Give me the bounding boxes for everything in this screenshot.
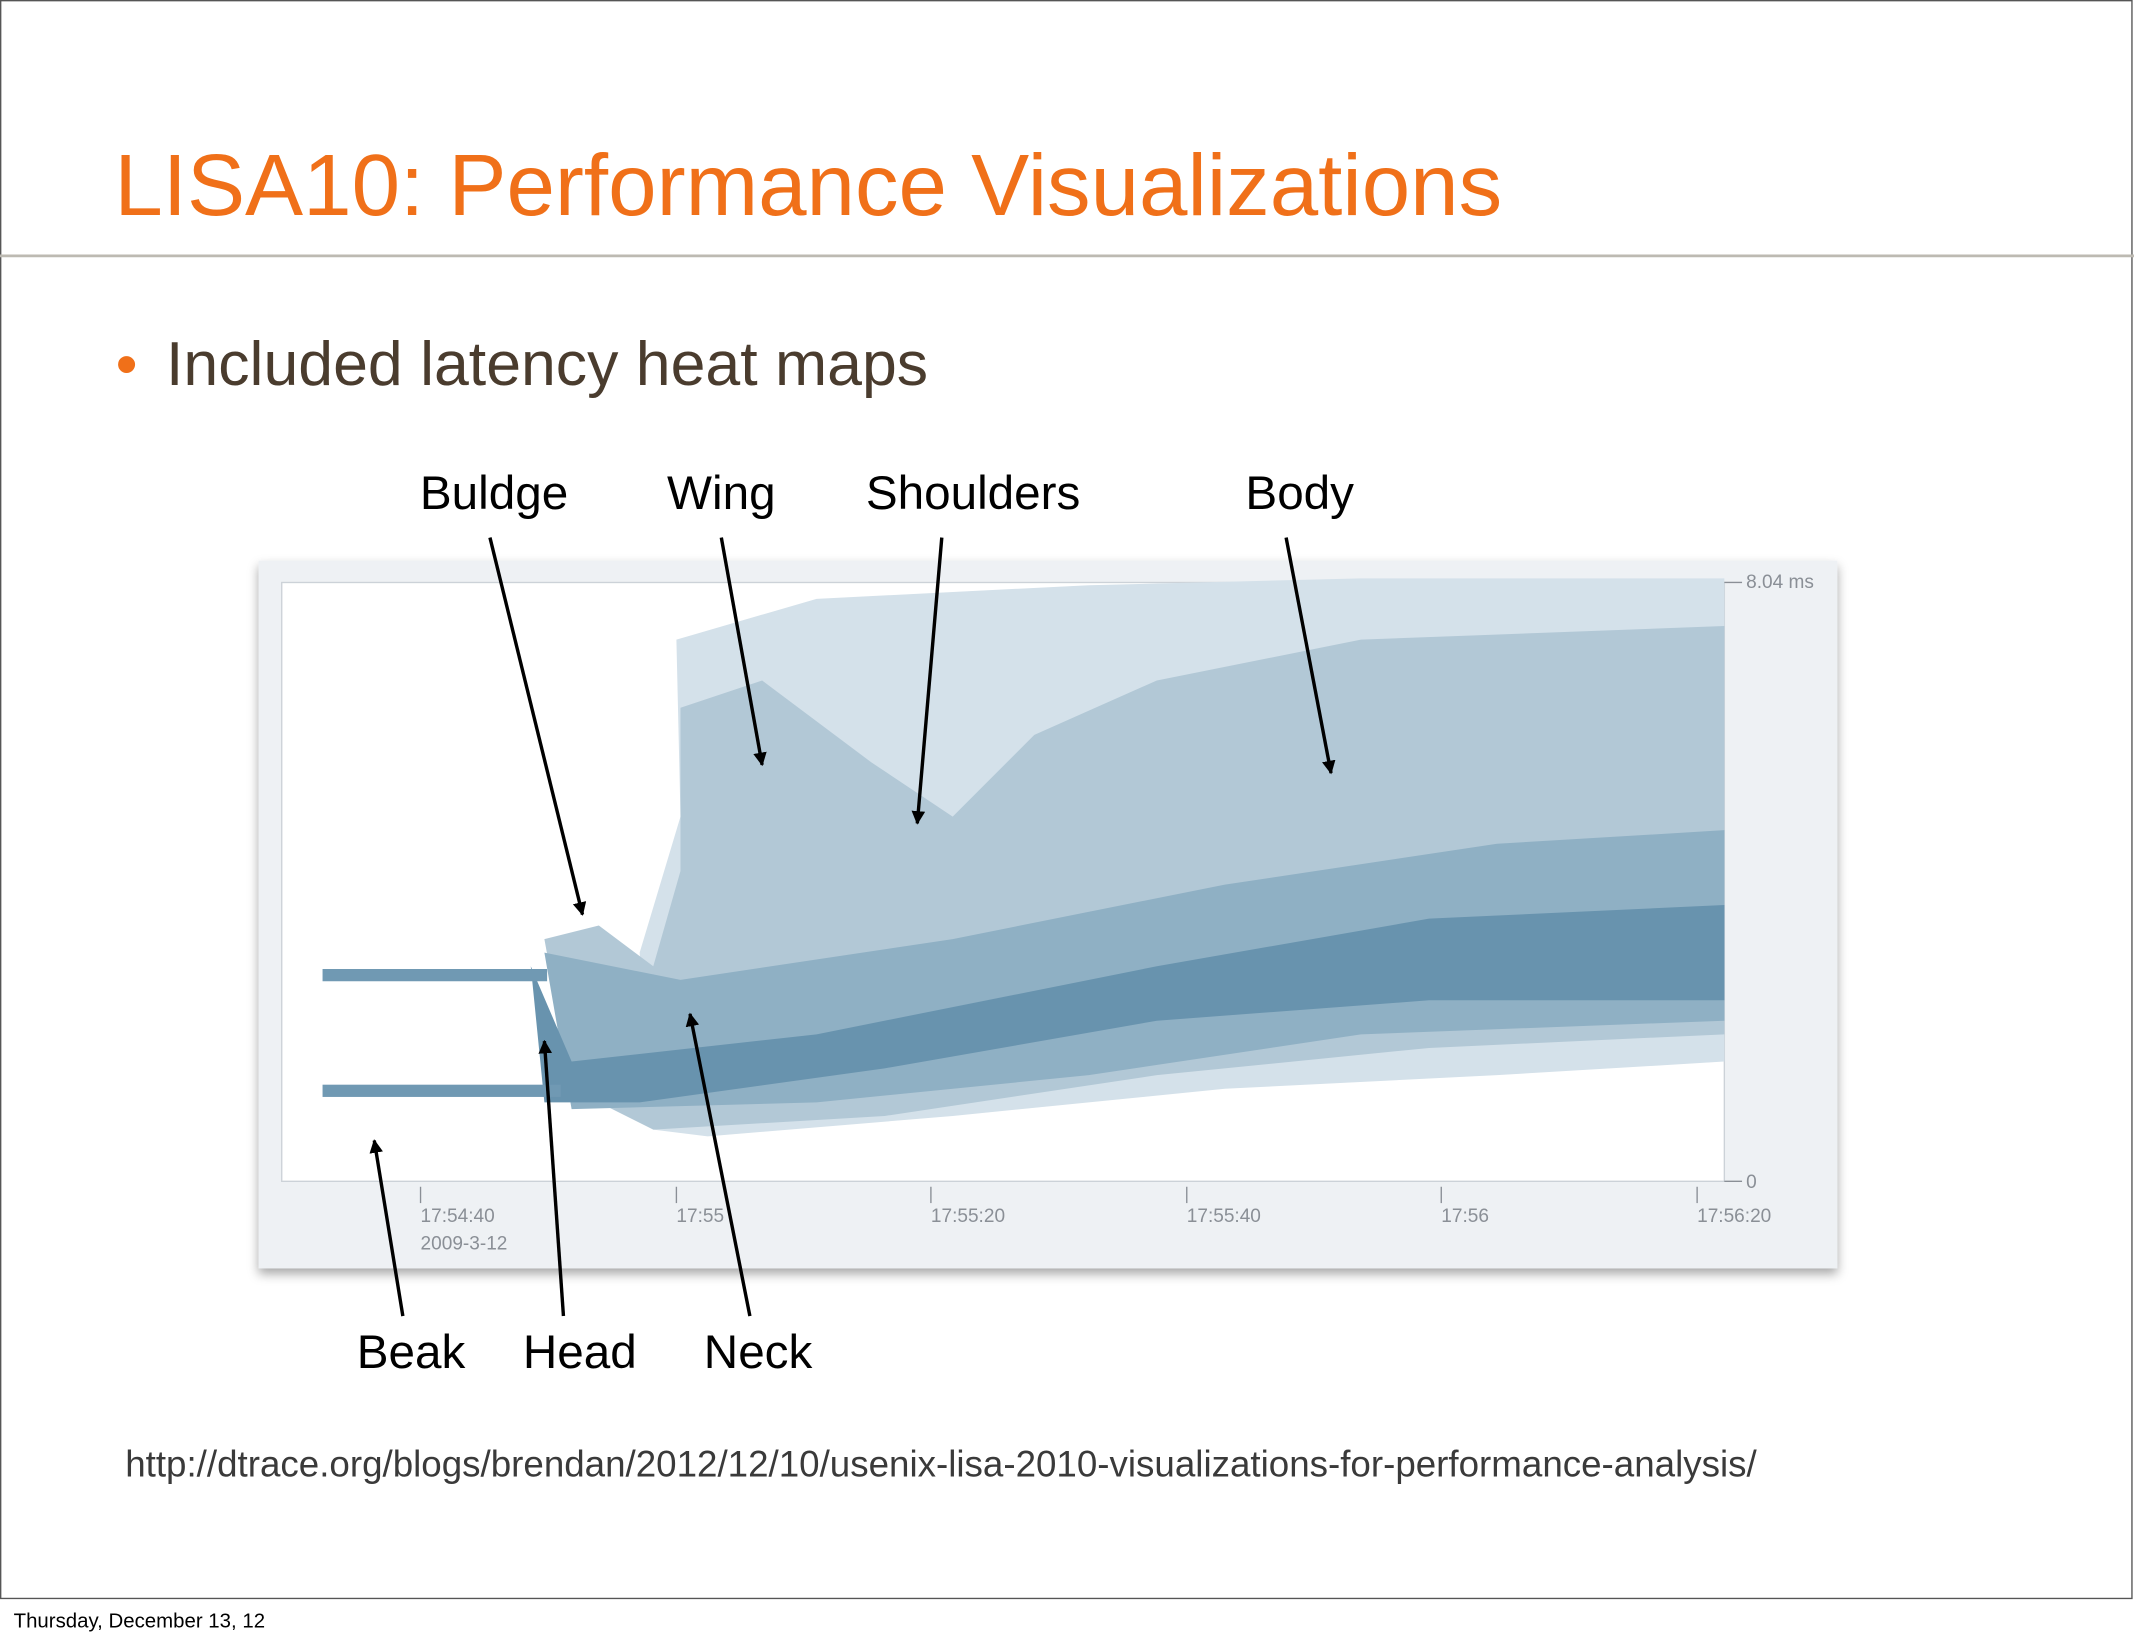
footer: Thursday, December 13, 12 [14,1611,265,1633]
annotation-arrow [911,537,944,825]
annotation-label: Head [523,1326,637,1379]
x-label: 17:55:20 [931,1206,1005,1227]
x-axis: 17:54:40 17:55 17:55:20 17:55:40 17:56 17:56:… [419,1186,1771,1227]
annotation-arrow [685,1012,752,1317]
annotation-arrow [369,1139,405,1317]
x-label: 17:56:20 [1697,1206,1771,1227]
title: LISA10: Performance Visualizations [114,137,1502,234]
annotation-label: Body [1245,467,1354,520]
heat-dark [530,905,1725,1103]
x-label: 17:55:40 [1187,1206,1261,1227]
x-label: 17:55 [676,1206,724,1227]
annotation-label: Wing [667,467,776,520]
y-label: 0 [1746,1172,1757,1193]
annotation-label: Shoulders [866,467,1080,520]
x-label: 17:56 [1441,1206,1489,1227]
date-label: 2009-3-12 [421,1233,508,1254]
x-label: 17:54:40 [421,1206,495,1227]
annotation-label: Neck [704,1326,813,1379]
annotation-label: Buldge [420,467,568,520]
annotation-arrow [538,1039,566,1317]
url: http://dtrace.org/blogs/brendan/2012/12/… [125,1444,1757,1485]
annotation-arrow [719,537,767,767]
heatmap-screenshot: 8.04 ms 0 2009-3-12 17:54:40 17:55 17:55:2… [258,560,1838,1269]
bullet-text: Included latency heat maps [166,329,928,399]
annotations: Buldge Wing Shoulders Body Beak Head Neck [357,467,1354,1379]
beak-line [322,1084,561,1097]
annotation-label: Beak [357,1326,466,1379]
annotation-arrow [488,537,587,916]
y-label: 8.04 ms [1746,572,1814,593]
bullet-dot: • [116,329,138,399]
annotation-arrow [1284,537,1336,775]
beak-line [322,969,548,982]
